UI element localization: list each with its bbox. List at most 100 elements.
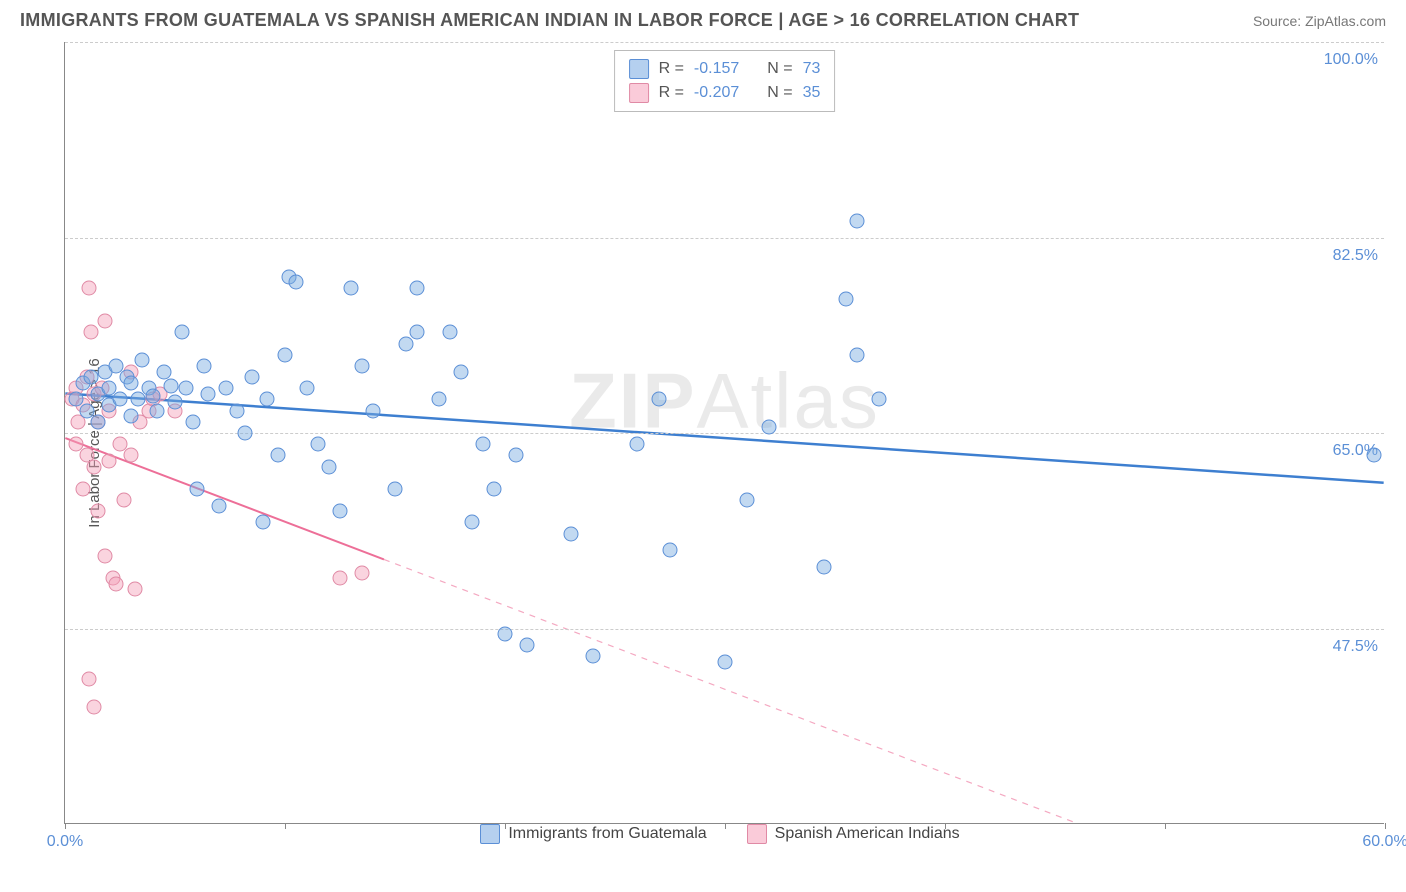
scatter-point xyxy=(344,280,359,295)
scatter-point xyxy=(124,448,139,463)
y-tick-label: 47.5% xyxy=(1333,638,1378,656)
legend-item-2: Spanish American Indians xyxy=(747,824,960,844)
chart-area: In Labor Force | Age > 16 ZIPAtlas R = -… xyxy=(50,42,1390,844)
gridline xyxy=(65,629,1384,630)
scatter-point xyxy=(333,504,348,519)
stat-r-val-1: -0.157 xyxy=(694,60,739,78)
scatter-point xyxy=(740,493,755,508)
scatter-point xyxy=(355,358,370,373)
scatter-point xyxy=(163,379,178,394)
scatter-point xyxy=(762,420,777,435)
scatter-point xyxy=(113,392,128,407)
swatch-blue-icon xyxy=(480,824,500,844)
stat-r-label-2: R = xyxy=(659,84,684,102)
chart-title: IMMIGRANTS FROM GUATEMALA VS SPANISH AME… xyxy=(20,10,1079,31)
scatter-point xyxy=(366,403,381,418)
scatter-point xyxy=(75,481,90,496)
scatter-point xyxy=(238,426,253,441)
swatch-pink-icon xyxy=(747,824,767,844)
scatter-point xyxy=(498,627,513,642)
stat-n-label-2: N = xyxy=(767,84,792,102)
scatter-point xyxy=(311,437,326,452)
scatter-point xyxy=(850,347,865,362)
scatter-point xyxy=(443,325,458,340)
legend-item-1: Immigrants from Guatemala xyxy=(480,824,706,844)
scatter-point xyxy=(84,325,99,340)
stats-row-1: R = -0.157 N = 73 xyxy=(629,57,821,81)
scatter-point xyxy=(850,213,865,228)
scatter-point xyxy=(839,291,854,306)
scatter-point xyxy=(652,392,667,407)
scatter-point xyxy=(97,548,112,563)
bottom-legend: Immigrants from Guatemala Spanish Americ… xyxy=(50,824,1390,844)
scatter-point xyxy=(487,481,502,496)
scatter-point xyxy=(663,543,678,558)
scatter-point xyxy=(333,571,348,586)
stat-r-val-2: -0.207 xyxy=(694,84,739,102)
scatter-point xyxy=(509,448,524,463)
scatter-point xyxy=(564,526,579,541)
scatter-point xyxy=(1367,448,1382,463)
scatter-point xyxy=(82,280,97,295)
y-tick-label: 82.5% xyxy=(1333,247,1378,265)
scatter-point xyxy=(465,515,480,530)
stats-row-2: R = -0.207 N = 35 xyxy=(629,81,821,105)
scatter-point xyxy=(108,576,123,591)
scatter-point xyxy=(718,655,733,670)
scatter-point xyxy=(82,671,97,686)
scatter-point xyxy=(86,699,101,714)
swatch-blue-icon xyxy=(629,59,649,79)
scatter-point xyxy=(410,325,425,340)
scatter-point xyxy=(872,392,887,407)
scatter-point xyxy=(229,403,244,418)
scatter-point xyxy=(388,481,403,496)
scatter-point xyxy=(135,353,150,368)
chart-source: Source: ZipAtlas.com xyxy=(1253,13,1386,29)
scatter-point xyxy=(212,498,227,513)
scatter-point xyxy=(520,638,535,653)
gridline xyxy=(65,42,1384,43)
scatter-point xyxy=(196,358,211,373)
gridline xyxy=(65,238,1384,239)
scatter-point xyxy=(190,481,205,496)
scatter-point xyxy=(817,560,832,575)
scatter-point xyxy=(97,314,112,329)
scatter-point xyxy=(117,493,132,508)
scatter-point xyxy=(454,364,469,379)
scatter-point xyxy=(168,394,183,409)
scatter-point xyxy=(91,414,106,429)
scatter-point xyxy=(201,386,216,401)
scatter-point xyxy=(271,448,286,463)
scatter-point xyxy=(245,370,260,385)
scatter-point xyxy=(432,392,447,407)
scatter-point xyxy=(410,280,425,295)
stat-n-label: N = xyxy=(767,60,792,78)
y-tick-label: 100.0% xyxy=(1324,51,1378,69)
scatter-point xyxy=(289,275,304,290)
scatter-point xyxy=(86,459,101,474)
scatter-point xyxy=(102,453,117,468)
scatter-point xyxy=(218,381,233,396)
scatter-point xyxy=(130,392,145,407)
chart-header: IMMIGRANTS FROM GUATEMALA VS SPANISH AME… xyxy=(0,0,1406,37)
scatter-point xyxy=(355,565,370,580)
scatter-point xyxy=(260,392,275,407)
scatter-point xyxy=(399,336,414,351)
scatter-point xyxy=(91,504,106,519)
scatter-point xyxy=(300,381,315,396)
legend-label-1: Immigrants from Guatemala xyxy=(508,825,706,843)
stat-n-val-1: 73 xyxy=(803,60,821,78)
scatter-point xyxy=(322,459,337,474)
gridline xyxy=(65,433,1384,434)
scatter-point xyxy=(278,347,293,362)
plot-region: ZIPAtlas R = -0.157 N = 73 R = -0.207 N … xyxy=(64,42,1384,824)
scatter-point xyxy=(128,582,143,597)
legend-label-2: Spanish American Indians xyxy=(775,825,960,843)
scatter-point xyxy=(174,325,189,340)
scatter-point xyxy=(157,364,172,379)
scatter-point xyxy=(124,375,139,390)
stat-n-val-2: 35 xyxy=(803,84,821,102)
scatter-point xyxy=(630,437,645,452)
scatter-point xyxy=(185,414,200,429)
swatch-pink-icon xyxy=(629,83,649,103)
